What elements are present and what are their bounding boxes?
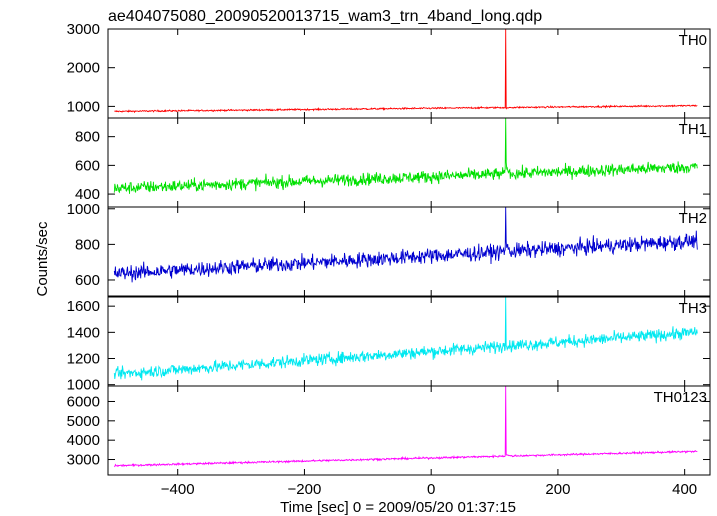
y-tick-label: 1200 [67,351,100,368]
y-tick-label: 5000 [67,413,100,430]
y-tick-label: 1400 [67,324,100,341]
x-axis-label: Time [sec] 0 = 2009/05/20 01:37:15 [280,499,516,516]
panel-frame [107,117,711,208]
y-tick-label: 2000 [67,60,100,77]
panel-frame [107,296,711,387]
x-tick-label: 0 [427,481,435,498]
x-tick-label: −200 [288,481,322,498]
series-line-th3 [113,296,698,381]
x-tick-label: −400 [161,481,195,498]
series-line-th0 [114,28,698,114]
panel-th1: 400 600 800 TH1 [75,117,711,208]
y-tick-label: 800 [75,129,100,146]
panel-th3: 1000 1200 1400 1600 TH3 [67,296,711,394]
series-line-th2 [113,206,698,283]
panel-frame [107,206,711,297]
y-tick-label: 600 [75,157,100,174]
y-tick-label: 600 [75,272,100,289]
y-tick-label: 1000 [67,98,100,115]
y-tick-label: 1000 [67,377,100,394]
x-tick-label: 400 [672,481,697,498]
x-axis: −400 −200 0 200 400 [161,481,697,498]
panel-th0123: 3000 4000 5000 6000 TH0123 [67,385,711,476]
y-tick-label: 6000 [67,393,100,410]
series-line-th1 [113,117,698,194]
panels-group: 1000 2000 3000 TH0 400 600 800 TH1 600 800 1000 TH2… [67,21,711,476]
series-label-th1: TH1 [679,121,707,138]
y-tick-label: 400 [75,186,100,203]
series-label-th0: TH0 [679,32,707,49]
series-label-th2: TH2 [679,210,707,227]
chart-title: ae404075080_20090520013715_wam3_trn_4ban… [108,8,542,25]
y-tick-label: 800 [75,236,100,253]
y-tick-label: 3000 [67,452,100,469]
series-label-th0123: TH0123 [654,389,707,406]
y-tick-label: 1600 [67,298,100,315]
series-line-th0123 [114,385,698,468]
panel-th0: 1000 2000 3000 TH0 [67,21,711,119]
y-tick-label: 4000 [67,432,100,449]
x-tick-label: 200 [545,481,570,498]
y-tick-label: 1000 [67,201,100,218]
series-label-th3: TH3 [679,300,707,317]
y-tick-label: 3000 [67,21,100,38]
panel-th2: 600 800 1000 TH2 [67,201,711,297]
y-axis-label: Counts/sec [34,221,51,297]
panel-frame [107,385,711,476]
panel-frame [107,28,711,119]
